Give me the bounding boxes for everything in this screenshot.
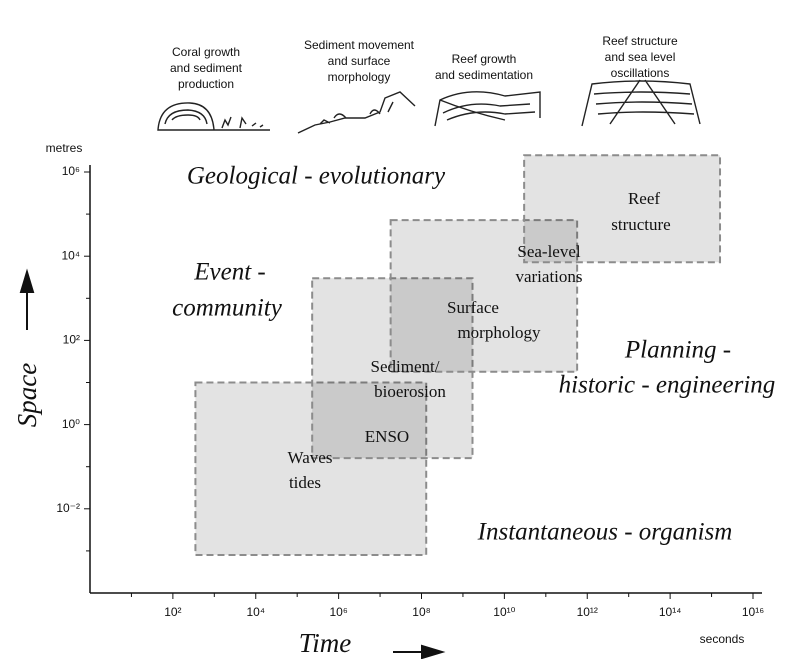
y-tick-label: 10² — [63, 333, 80, 347]
x-tick-label: 10¹⁴ — [659, 605, 682, 619]
process-label: Reef — [628, 189, 660, 208]
process-label: Waves — [288, 448, 333, 467]
caption: and surface — [328, 54, 391, 68]
y-tick-label: 10⁴ — [61, 248, 80, 262]
process-label: Sea-level — [517, 242, 581, 261]
caption: Reef growth — [452, 52, 517, 66]
scale-diagram: Coral growth and sediment production Sedime… — [0, 0, 808, 659]
x-axis-label: Time — [299, 628, 352, 658]
process-label: bioerosion — [374, 382, 446, 401]
caption: morphology — [328, 70, 391, 84]
caption: and sedimentation — [435, 68, 533, 82]
x-arrow — [393, 646, 442, 658]
caption: Sediment movement — [304, 38, 415, 52]
process-label: Sediment/ — [371, 357, 440, 376]
y-arrow — [21, 272, 33, 330]
x-tick-label: 10¹² — [577, 605, 598, 619]
x-tick-label: 10¹⁰ — [493, 605, 515, 619]
region-label: historic - engineering — [559, 372, 776, 399]
process-label: structure — [611, 215, 670, 234]
process-label: ENSO — [365, 427, 409, 446]
caption: oscillations — [611, 66, 670, 80]
caption: and sediment — [170, 61, 243, 75]
process-label: tides — [289, 473, 321, 492]
y-tick-label: 10⁻² — [56, 501, 80, 515]
process-label: variations — [515, 267, 582, 286]
coral-sketch — [158, 103, 270, 130]
x-tick-label: 10¹⁶ — [742, 605, 764, 619]
y-tick-label: 10⁶ — [62, 164, 80, 178]
sediment-sketch — [298, 92, 415, 133]
x-unit: seconds — [700, 632, 745, 646]
y-tick-label: 10⁰ — [62, 417, 80, 431]
region-label: Event - — [193, 259, 265, 286]
caption: production — [178, 77, 234, 91]
x-tick-label: 10⁶ — [329, 605, 347, 619]
region-label: Geological - evolutionary — [187, 163, 446, 190]
y-unit: metres — [46, 141, 83, 155]
y-axis-label: Space — [12, 363, 42, 427]
reef-structure-sketch — [582, 80, 700, 126]
caption: and sea level — [605, 50, 676, 64]
reef-growth-sketch — [435, 92, 540, 126]
process-label: Surface — [447, 298, 499, 317]
region-label: Planning - — [624, 337, 731, 364]
region-label: community — [172, 295, 283, 322]
sketches — [158, 80, 700, 133]
caption: Reef structure — [602, 34, 678, 48]
process-label: morphology — [457, 323, 541, 342]
caption: Coral growth — [172, 45, 240, 59]
x-tick-label: 10⁴ — [246, 605, 265, 619]
x-tick-label: 10⁸ — [412, 605, 430, 619]
x-tick-label: 10² — [164, 605, 181, 619]
region-label: Instantaneous - organism — [477, 519, 733, 546]
